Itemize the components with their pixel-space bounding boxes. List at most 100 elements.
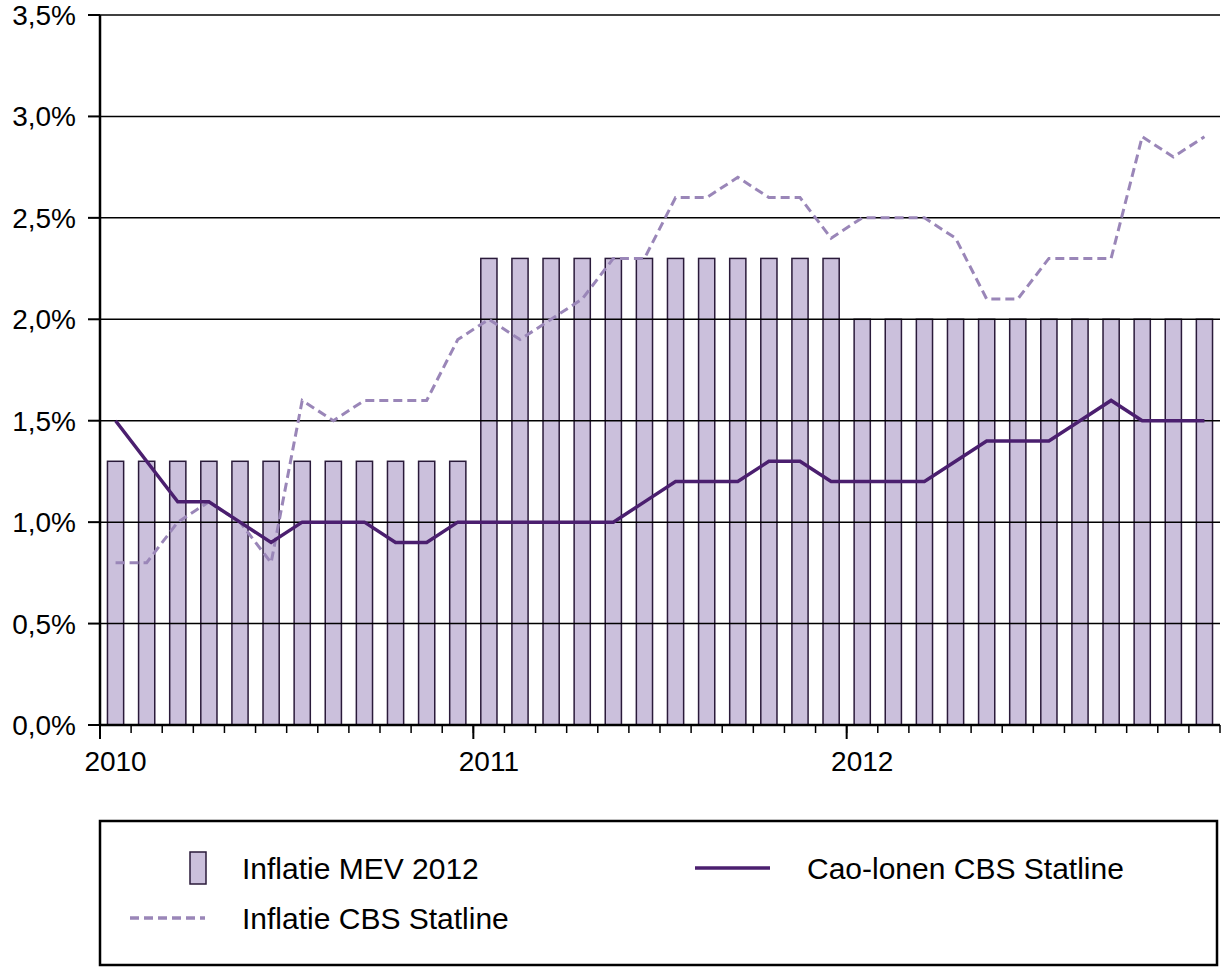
y-tick	[88, 623, 100, 625]
x-tick	[348, 725, 350, 733]
bar	[139, 461, 155, 725]
x-tick	[504, 725, 506, 733]
bar	[107, 461, 123, 725]
x-tick	[317, 725, 319, 733]
bar	[792, 258, 808, 725]
bar	[730, 258, 746, 725]
bar	[574, 258, 590, 725]
x-tick	[224, 725, 226, 733]
x-tick	[753, 725, 755, 733]
x-tick	[1001, 725, 1003, 733]
y-tick	[88, 14, 100, 16]
bar	[823, 258, 839, 725]
grid-line	[100, 521, 1220, 523]
bar	[481, 258, 497, 725]
y-tick-label: 1,5%	[12, 406, 76, 437]
x-tick	[130, 725, 132, 733]
y-tick	[88, 217, 100, 219]
line	[116, 400, 1205, 542]
bar	[325, 461, 341, 725]
bar	[636, 258, 652, 725]
line	[116, 137, 1205, 563]
y-tick-label: 2,0%	[12, 304, 76, 335]
legend-label: Inflatie CBS Statline	[242, 902, 509, 935]
legend-key	[190, 852, 206, 884]
bar	[699, 258, 715, 725]
x-tick	[161, 725, 163, 733]
x-major-tick	[99, 725, 101, 739]
x-major-tick	[846, 725, 848, 739]
x-tick	[1219, 725, 1221, 733]
grid-line	[100, 116, 1220, 118]
grid-line	[100, 319, 1220, 321]
y-tick-label: 1,0%	[12, 507, 76, 538]
x-tick	[286, 725, 288, 733]
bar	[543, 258, 559, 725]
lines	[116, 137, 1205, 563]
x-tick-label: 2011	[459, 746, 519, 777]
x-tick	[566, 725, 568, 733]
bar	[605, 258, 621, 725]
grid-line	[100, 217, 1220, 219]
x-tick	[379, 725, 381, 733]
bar	[450, 461, 466, 725]
x-tick	[1126, 725, 1128, 733]
x-tick	[721, 725, 723, 733]
chart: 0,0% 0,5% 1,0% 1,5% 2,0% 2,5% 3,0% 3,5% 2010 2011…	[0, 0, 1223, 968]
legend-label: Inflatie MEV 2012	[242, 852, 479, 885]
bar	[356, 461, 372, 725]
legend-box	[100, 821, 1217, 965]
legend-label: Cao-lonen CBS Statline	[807, 852, 1124, 885]
legend-key	[695, 866, 770, 870]
x-tick	[939, 725, 941, 733]
y-tick-label: 0,0%	[12, 710, 76, 741]
bar	[667, 258, 683, 725]
x-tick	[441, 725, 443, 733]
y-tick	[88, 521, 100, 523]
y-tick	[88, 318, 100, 320]
axes: 0,0% 0,5% 1,0% 1,5% 2,0% 2,5% 3,0% 3,5% 2010 2011…	[12, 0, 1220, 777]
legend: Inflatie MEV 2012 Inflatie CBS Statline Ca…	[100, 821, 1217, 965]
y-axis	[99, 15, 102, 725]
x-tick	[535, 725, 537, 733]
y-tick	[88, 420, 100, 422]
bar	[294, 461, 310, 725]
bar	[761, 258, 777, 725]
x-tick	[690, 725, 692, 733]
x-tick-label: 2010	[84, 746, 146, 777]
y-tick-label: 0,5%	[12, 609, 76, 640]
x-tick	[1064, 725, 1066, 733]
grid-line	[100, 14, 1220, 16]
x-tick	[597, 725, 599, 733]
x-tick	[908, 725, 910, 733]
x-tick	[1095, 725, 1097, 733]
marks	[107, 258, 1212, 725]
x-tick	[1188, 725, 1190, 733]
y-tick-label: 3,0%	[12, 101, 76, 132]
x-tick	[628, 725, 630, 733]
x-tick	[877, 725, 879, 733]
x-tick	[659, 725, 661, 733]
legend-key	[130, 916, 205, 920]
x-tick	[410, 725, 412, 733]
x-tick	[1033, 725, 1035, 733]
y-tick	[88, 724, 100, 726]
bar	[419, 461, 435, 725]
x-tick	[193, 725, 195, 733]
x-tick	[1157, 725, 1159, 733]
y-tick	[88, 115, 100, 117]
y-tick-label: 3,5%	[12, 0, 76, 31]
x-tick	[970, 725, 972, 733]
bar	[387, 461, 403, 725]
grid-line	[100, 623, 1220, 625]
grid-line	[100, 420, 1220, 422]
x-tick	[784, 725, 786, 733]
x-tick-label: 2012	[831, 746, 893, 777]
bar	[263, 461, 279, 725]
x-tick	[815, 725, 817, 733]
bar	[232, 461, 248, 725]
x-tick	[255, 725, 257, 733]
y-tick-label: 2,5%	[12, 203, 76, 234]
bar	[512, 258, 528, 725]
x-major-tick	[472, 725, 474, 739]
